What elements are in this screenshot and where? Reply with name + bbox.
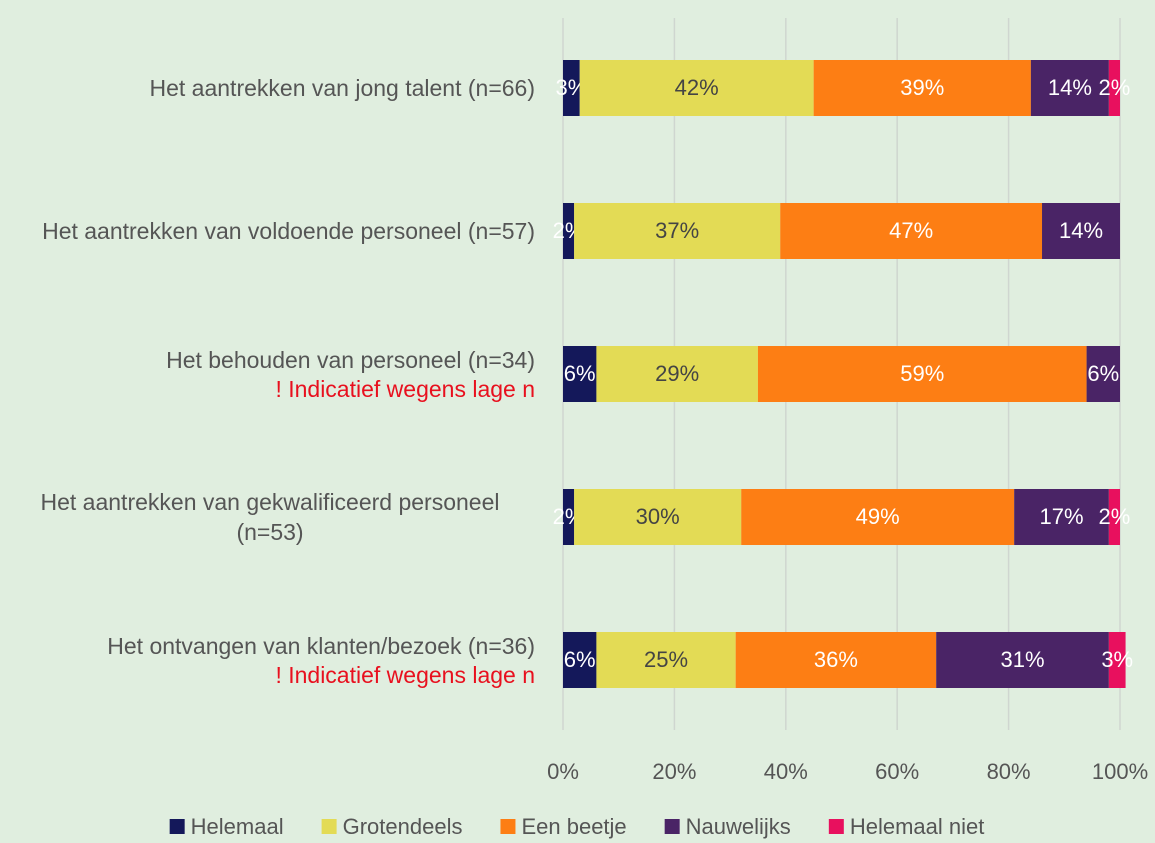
- bar-segment: [1014, 489, 1109, 545]
- category-label: Het aantrekken van gekwalificeerd person…: [0, 487, 535, 547]
- legend-swatch: [321, 819, 337, 834]
- value-label: 6%: [1087, 361, 1119, 386]
- x-tick-label: 80%: [987, 759, 1031, 784]
- legend-swatch: [500, 819, 516, 834]
- bar-segment: [563, 489, 575, 545]
- category-label: Het behouden van personeel (n=34) ! Indic…: [0, 345, 535, 403]
- bar-segment: [596, 346, 758, 402]
- value-label: 37%: [655, 218, 699, 243]
- bar-segment: [1042, 203, 1120, 259]
- legend-label: Helemaal: [191, 814, 284, 839]
- bar-segment: [1108, 489, 1120, 545]
- bar-segment: [579, 60, 814, 116]
- x-tick-label: 40%: [764, 759, 808, 784]
- x-tick-label: 0%: [547, 759, 579, 784]
- bar-segment: [1108, 60, 1120, 116]
- bar-segment: [735, 632, 937, 688]
- value-label: 2%: [1099, 504, 1131, 529]
- legend-swatch: [664, 819, 680, 834]
- bar-segment: [563, 60, 580, 116]
- value-label: 39%: [900, 75, 944, 100]
- category-note: ! Indicatief wegens lage n: [275, 662, 535, 688]
- value-label: 25%: [644, 647, 688, 672]
- bar-segment: [563, 346, 597, 402]
- category-label: Het aantrekken van jong talent (n=66): [0, 73, 536, 103]
- legend-item: Helemaal: [169, 814, 284, 839]
- bar-segment: [1086, 346, 1120, 402]
- bar-segment: [741, 489, 1015, 545]
- legend-label: Helemaal niet: [850, 814, 985, 839]
- value-label: 2%: [1099, 75, 1131, 100]
- value-label: 14%: [1059, 218, 1103, 243]
- value-label: 17%: [1039, 504, 1083, 529]
- value-label: 42%: [675, 75, 719, 100]
- category-text: Het aantrekken van jong talent (n=66): [149, 75, 536, 101]
- legend-item: Nauwelijks: [664, 814, 791, 839]
- bar-segment: [1030, 60, 1109, 116]
- value-label: 31%: [1001, 647, 1045, 672]
- value-label: 14%: [1048, 75, 1092, 100]
- bar-segment: [757, 346, 1087, 402]
- legend-item: Grotendeels: [321, 814, 463, 839]
- legend-label: Nauwelijks: [686, 814, 791, 839]
- bar-segment: [596, 632, 736, 688]
- value-label: 29%: [655, 361, 699, 386]
- legend-swatch: [828, 819, 844, 834]
- legend-item: Helemaal niet: [828, 814, 985, 839]
- value-label: 30%: [636, 504, 680, 529]
- category-text: Het aantrekken van voldoende personeel (…: [42, 218, 535, 244]
- value-label: 6%: [564, 647, 596, 672]
- category-label: Het ontvangen van klanten/bezoek (n=36)!…: [0, 631, 535, 689]
- value-label: 49%: [856, 504, 900, 529]
- x-tick-label: 20%: [652, 759, 696, 784]
- legend-swatch: [169, 819, 185, 834]
- x-tick-label: 100%: [1092, 759, 1148, 784]
- bar-segment: [1108, 632, 1126, 688]
- value-label: 6%: [564, 361, 596, 386]
- bar-segment: [813, 60, 1031, 116]
- category-note: ! Indicatief wegens lage n: [275, 376, 535, 402]
- legend-label: Een beetje: [521, 814, 626, 839]
- legend-item: Een beetje: [500, 814, 627, 839]
- value-label: 3%: [1101, 647, 1133, 672]
- x-tick-label: 60%: [875, 759, 919, 784]
- category-text: Het behouden van personeel (n=34): [166, 347, 535, 373]
- bar-segment: [936, 632, 1109, 688]
- value-label: 47%: [889, 218, 933, 243]
- value-label: 36%: [814, 647, 858, 672]
- bar-segment: [563, 203, 575, 259]
- category-label: Het aantrekken van voldoende personeel (…: [0, 216, 535, 246]
- category-text: Het aantrekken van gekwalificeerd person…: [40, 489, 500, 545]
- bar-segment: [574, 489, 742, 545]
- bar-segment: [574, 203, 781, 259]
- legend-label: Grotendeels: [343, 814, 463, 839]
- bar-segment: [780, 203, 1043, 259]
- bar-segment: [563, 632, 597, 688]
- value-label: 59%: [900, 361, 944, 386]
- category-text: Het ontvangen van klanten/bezoek (n=36): [107, 633, 535, 659]
